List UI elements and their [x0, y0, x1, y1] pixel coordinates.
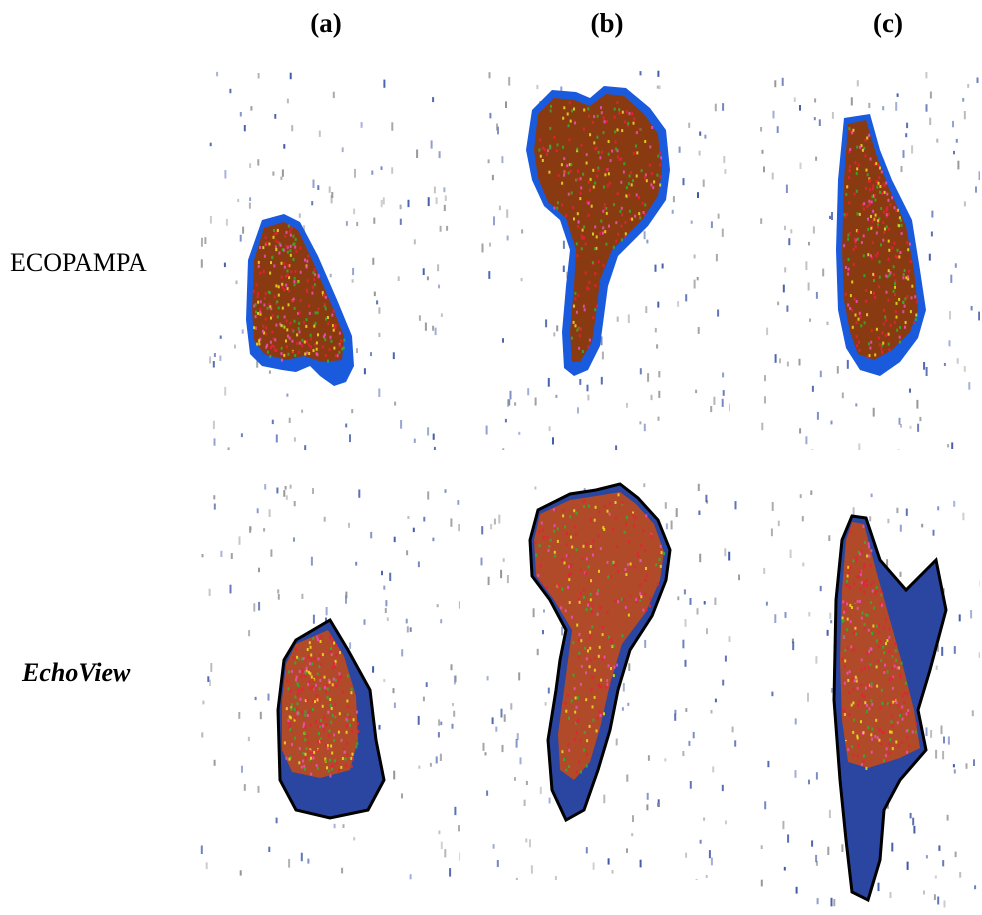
- school-speckle: [283, 634, 360, 778]
- row-label-ecopampa: ECOPAMPA: [10, 248, 147, 277]
- school-body: [840, 522, 920, 768]
- echogram-ecopampa-b: [481, 70, 730, 450]
- echo-noise: [200, 484, 460, 880]
- school-speckle: [841, 525, 918, 770]
- school-speckle: [252, 224, 346, 363]
- echo-noise: [200, 71, 449, 450]
- echogram-ecopampa-c: [760, 71, 980, 450]
- school-body: [282, 630, 358, 778]
- column-label-c: (c): [873, 8, 903, 38]
- echogram-echoview-c: [760, 490, 980, 908]
- echogram-ecopampa-a: [200, 71, 449, 450]
- school-speckle: [534, 493, 666, 774]
- school-speckle: [538, 101, 663, 353]
- column-label-a: (a): [310, 8, 342, 38]
- column-label-b: (b): [590, 8, 624, 38]
- school-body: [534, 94, 662, 362]
- school-speckle: [843, 127, 919, 359]
- school-body: [252, 222, 344, 362]
- echogram-echoview-a: [200, 484, 460, 880]
- echogram-echoview-b: [480, 482, 740, 880]
- row-label-echoview: EchoView: [22, 658, 131, 687]
